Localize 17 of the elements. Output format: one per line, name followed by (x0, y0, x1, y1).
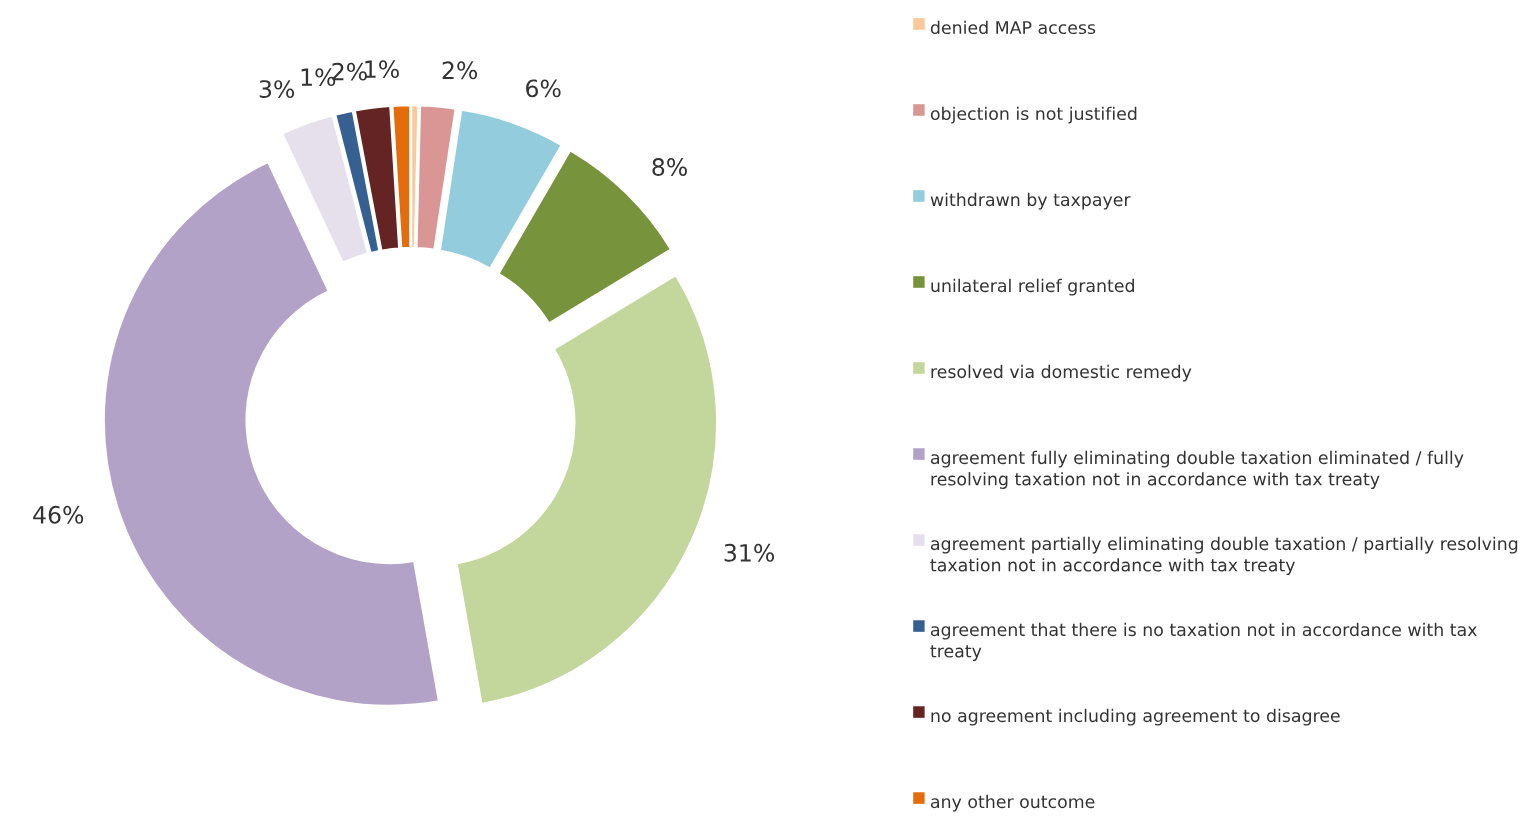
legend-label: denied MAP access (930, 20, 1096, 35)
data-label: 2% (442, 61, 478, 80)
data-label: 1% (365, 60, 399, 79)
legend-label: agreement fully eliminating double taxation eliminated / fully resolving taxation not in accordance with tax treaty (930, 450, 1464, 489)
legend-label: withdrawn by taxpayer (930, 192, 1131, 210)
legend-label: objection is not justified (930, 106, 1137, 124)
data-label: 6% (526, 79, 561, 98)
legend-label: agreement partially eliminating double taxation / partially resolving taxation not in accordance with tax treaty (930, 536, 1518, 575)
legend-label: agreement that there is no taxation not in accordance with tax treaty (930, 622, 1477, 661)
legend-label: resolved via domestic remedy (931, 364, 1192, 382)
data-label: 46% (33, 505, 84, 524)
data-label: 8% (652, 158, 687, 176)
legend-label: any other outcome (930, 794, 1095, 812)
data-label: 31% (724, 543, 775, 562)
legend-label: no agreement including agreement to disagree (931, 708, 1340, 726)
data-label: 3% (259, 80, 295, 98)
legend-label: unilateral relief granted (931, 278, 1134, 296)
